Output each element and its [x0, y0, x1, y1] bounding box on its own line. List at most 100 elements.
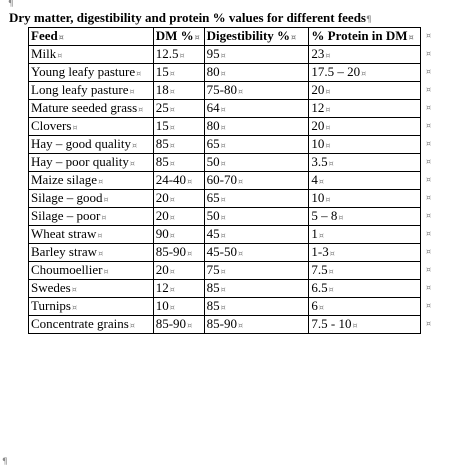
cell-mark-icon: ¤	[71, 303, 78, 312]
dm-cell: 10¤	[152, 297, 205, 316]
row-mark-icon: ¤	[426, 300, 432, 310]
protein-cell: 10¤	[308, 189, 421, 208]
protein-cell: 17.5 – 20¤	[308, 63, 421, 82]
cell-mark-icon: ¤	[325, 141, 331, 150]
feed-cell: Young leafy pasture¤	[28, 63, 154, 82]
cell-mark-icon: ¤	[129, 321, 135, 330]
table-row: Silage – poor¤ 20¤ 50¤ 5 – 8¤	[28, 207, 421, 226]
cell-mark-icon: ¤	[352, 321, 358, 330]
cell-mark-icon: ¤	[220, 51, 226, 60]
cell-mark-icon: ¤	[325, 123, 331, 132]
cell-mark-icon: ¤	[187, 321, 193, 330]
cell-mark-icon: ¤	[103, 195, 109, 204]
cell-mark-icon: ¤	[318, 303, 324, 312]
digestibility-cell: 85¤	[203, 297, 310, 316]
cell-mark-icon: ¤	[220, 267, 226, 276]
feed-cell: Barley straw¤	[28, 243, 154, 262]
row-mark-icon: ¤	[426, 282, 432, 292]
cell-mark-icon: ¤	[179, 51, 185, 60]
cell-mark-icon: ¤	[129, 159, 135, 168]
cell-mark-icon: ¤	[169, 267, 175, 276]
cell-mark-icon: ¤	[97, 231, 103, 240]
feed-cell: Swedes¤	[28, 279, 154, 298]
digestibility-cell: 80¤	[203, 117, 310, 136]
cell-mark-icon: ¤	[72, 123, 78, 132]
header-protein: % Protein in DM¤	[308, 27, 421, 46]
dm-cell: 85¤	[152, 153, 205, 172]
digestibility-cell: 95¤	[203, 45, 310, 64]
protein-cell: 6.5¤	[308, 279, 421, 298]
cell-mark-icon: ¤	[169, 159, 175, 168]
cell-mark-icon: ¤	[318, 231, 324, 240]
digestibility-cell: 50¤	[203, 153, 310, 172]
cell-mark-icon: ¤	[325, 195, 331, 204]
feed-cell: Milk¤	[28, 45, 154, 64]
cell-mark-icon: ¤	[328, 285, 334, 294]
dm-cell: 20¤	[152, 261, 205, 280]
cell-mark-icon: ¤	[129, 87, 135, 96]
protein-cell: 7.5 - 10¤	[308, 315, 421, 334]
protein-cell: 3.5¤	[308, 153, 421, 172]
cell-mark-icon: ¤	[98, 177, 104, 186]
dm-cell: 12.5¤	[152, 45, 205, 64]
feed-cell: Silage – poor¤	[28, 207, 154, 226]
header-digestibility: Digestibility %¤	[203, 27, 310, 46]
table-row: Barley straw¤ 85-90¤ 45-50¤ 1-3¤	[28, 243, 421, 262]
protein-cell: 5 – 8¤	[308, 207, 421, 226]
digestibility-cell: 85¤	[203, 279, 310, 298]
row-mark-icon: ¤	[426, 192, 432, 202]
cell-mark-icon: ¤	[237, 249, 244, 258]
table-row: Long leafy pasture¤ 18¤ 75-80¤ 20¤	[28, 81, 421, 100]
dm-cell: 15¤	[152, 63, 205, 82]
cell-mark-icon: ¤	[187, 249, 193, 258]
cell-mark-icon: ¤	[408, 33, 414, 42]
digestibility-cell: 50¤	[203, 207, 310, 226]
cell-mark-icon: ¤	[169, 141, 175, 150]
cell-mark-icon: ¤	[291, 33, 297, 42]
feed-cell: Choumoellier¤	[28, 261, 154, 280]
protein-cell: 4¤	[308, 171, 421, 190]
protein-cell: 1-3¤	[308, 243, 421, 262]
cell-mark-icon: ¤	[132, 141, 138, 150]
cell-mark-icon: ¤	[220, 123, 226, 132]
cell-mark-icon: ¤	[328, 159, 334, 168]
row-mark-icon: ¤	[426, 138, 432, 148]
dm-cell: 85-90¤	[152, 243, 205, 262]
dm-cell: 15¤	[152, 117, 205, 136]
cell-mark-icon: ¤	[101, 213, 107, 222]
cell-mark-icon: ¤	[325, 105, 331, 114]
feed-cell: Concentrate grains¤	[28, 315, 154, 334]
protein-cell: 10¤	[308, 135, 421, 154]
row-mark-icon: ¤	[426, 318, 432, 328]
cell-mark-icon: ¤	[220, 105, 226, 114]
digestibility-cell: 75-80¤	[203, 81, 310, 100]
digestibility-cell: 85-90¤	[203, 315, 310, 334]
dm-cell: 12¤	[152, 279, 205, 298]
cell-mark-icon: ¤	[220, 69, 226, 78]
table-row: Swedes¤ 12¤ 85¤ 6.5¤	[28, 279, 421, 298]
cell-mark-icon: ¤	[325, 87, 331, 96]
cell-mark-icon: ¤	[169, 231, 175, 240]
cell-mark-icon: ¤	[194, 33, 200, 42]
cell-mark-icon: ¤	[329, 249, 335, 258]
cell-mark-icon: ¤	[318, 177, 324, 186]
cell-mark-icon: ¤	[169, 303, 175, 312]
row-mark-icon: ¤	[426, 66, 432, 76]
table-row: Clovers¤ 15¤ 80¤ 20¤	[28, 117, 421, 136]
dm-cell: 24-40¤	[152, 171, 205, 190]
protein-cell: 7.5¤	[308, 261, 421, 280]
feed-cell: Wheat straw¤	[28, 225, 154, 244]
document-title: Dry matter, digestibility and protein % …	[9, 10, 372, 25]
cell-mark-icon: ¤	[338, 213, 344, 222]
dm-cell: 90¤	[152, 225, 205, 244]
row-mark-icon: ¤	[426, 264, 432, 274]
cell-mark-icon: ¤	[237, 87, 244, 96]
row-mark-icon: ¤	[426, 120, 432, 130]
digestibility-cell: 64¤	[203, 99, 310, 118]
protein-cell: 1¤	[308, 225, 421, 244]
row-mark-icon: ¤	[426, 174, 432, 184]
row-mark-icon: ¤	[426, 156, 432, 166]
cell-mark-icon: ¤	[187, 177, 193, 186]
cell-mark-icon: ¤	[169, 69, 175, 78]
cell-mark-icon: ¤	[325, 51, 331, 60]
